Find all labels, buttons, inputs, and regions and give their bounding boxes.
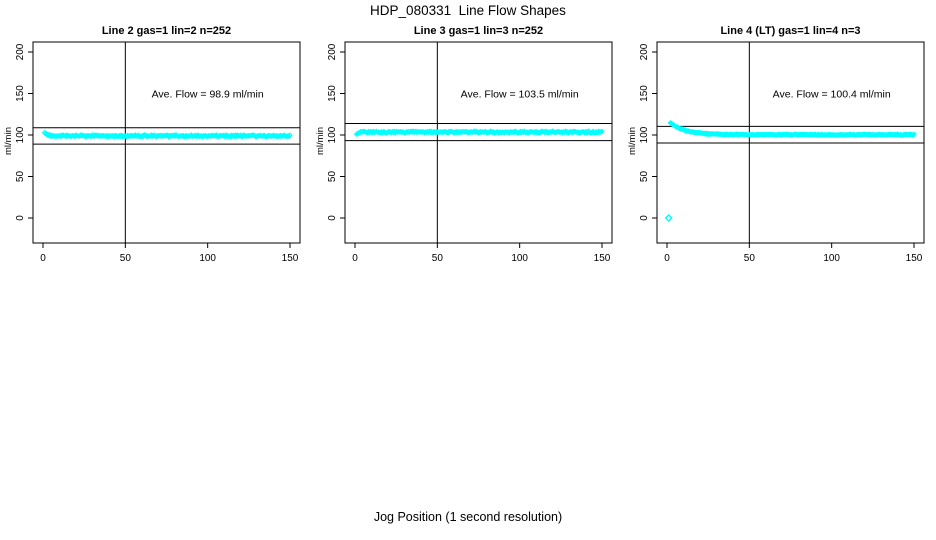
y-tick-label: 50 [327, 171, 338, 183]
y-tick-label: 200 [639, 43, 650, 60]
y-tick-label: 200 [327, 43, 338, 60]
y-tick-label: 150 [639, 85, 650, 102]
figure-title: HDP_080331 Line Flow Shapes [370, 3, 566, 18]
y-axis-label: ml/min [627, 127, 638, 155]
data-band [353, 128, 605, 137]
panel-2: Line 3 gas=1 lin=3 n=252 0 50 100 150 200 ml/m… [315, 25, 613, 264]
data-band [667, 120, 917, 139]
x-tick-label: 0 [40, 253, 46, 264]
y-tick-label: 0 [15, 215, 26, 221]
y-tick-label: 150 [327, 85, 338, 102]
panel-title: Line 3 gas=1 lin=3 n=252 [414, 25, 543, 37]
x-tick-label: 50 [432, 253, 444, 264]
x-tick-label: 0 [352, 253, 358, 264]
y-tick-label: 100 [639, 126, 650, 143]
data-point [731, 131, 738, 138]
data-point [149, 133, 156, 139]
x-tick-label: 0 [664, 253, 670, 264]
y-tick-label: 50 [15, 171, 26, 183]
y-tick-label: 100 [327, 126, 338, 143]
outlier-point [664, 214, 673, 222]
x-tick-label: 150 [282, 253, 299, 264]
y-tick-label: 200 [15, 43, 26, 60]
data-point [287, 132, 293, 138]
x-tick-label: 150 [906, 253, 923, 264]
x-tick-label: 100 [199, 253, 216, 264]
ave-flow-label: Ave. Flow = 103.5 ml/min [461, 89, 579, 101]
y-axis-label: ml/min [315, 127, 326, 155]
x-tick-label: 150 [594, 253, 611, 264]
data-point [911, 131, 917, 137]
x-tick-label: 50 [120, 253, 132, 264]
y-tick-label: 0 [327, 215, 338, 221]
ave-flow-label: Ave. Flow = 100.4 ml/min [773, 89, 891, 101]
y-tick-label: 50 [639, 171, 650, 183]
x-tick-label: 50 [744, 253, 756, 264]
plot-box [32, 41, 301, 244]
y-tick-label: 150 [15, 85, 26, 102]
panel-title: Line 4 (LT) gas=1 lin=4 n=3 [720, 25, 860, 37]
panel-title: Line 2 gas=1 lin=2 n=252 [102, 25, 231, 37]
x-tick-label: 100 [823, 253, 840, 264]
data-point [599, 128, 605, 135]
x-tick-label: 100 [511, 253, 528, 264]
y-axis-label: ml/min [3, 127, 14, 155]
x-axis-outer-label: Jog Position (1 second resolution) [373, 510, 563, 524]
plot-box [344, 41, 613, 244]
panel-3: Line 4 (LT) gas=1 lin=4 n=3 0 50 100 150 200 m… [627, 25, 925, 264]
y-tick-label: 100 [15, 126, 26, 143]
y-tick-label: 0 [639, 215, 650, 221]
ave-flow-label: Ave. Flow = 98.9 ml/min [152, 89, 264, 101]
data-band [41, 129, 293, 140]
panel-1: Line 2 gas=1 lin=2 n=252 0 50 100 150 200 ml/m… [3, 25, 301, 264]
data-point [259, 133, 265, 139]
